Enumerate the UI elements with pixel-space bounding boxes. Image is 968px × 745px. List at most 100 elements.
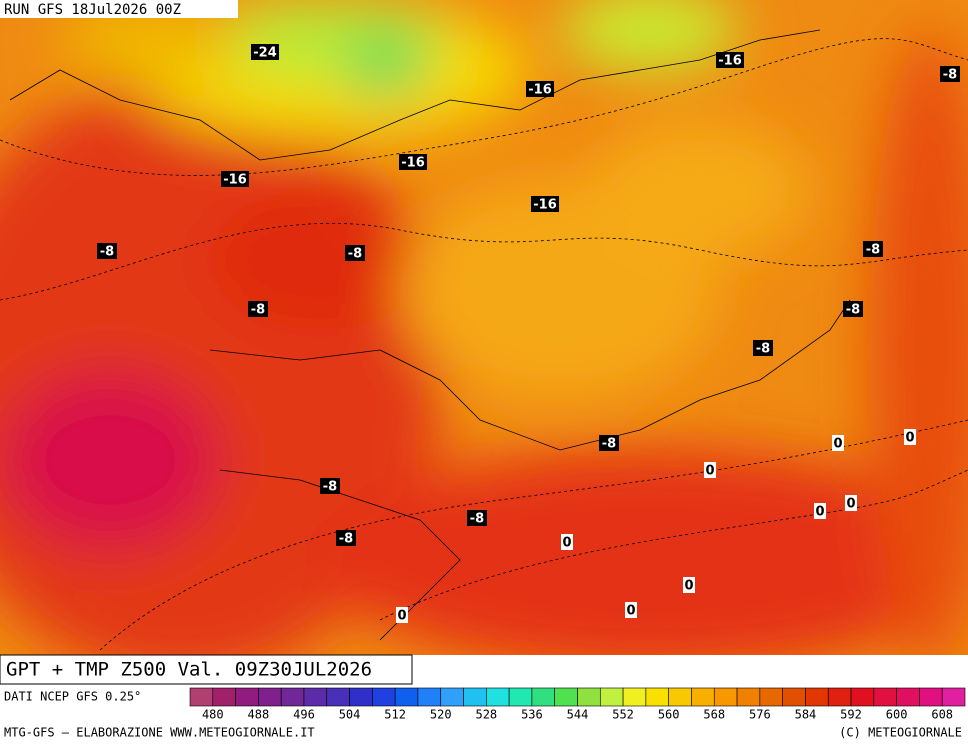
- contour-label-box: [467, 510, 487, 526]
- scale-label: 496: [293, 708, 315, 722]
- scale-label: 552: [612, 708, 634, 722]
- contours: [0, 29, 968, 651]
- scale-swatch: [805, 687, 829, 707]
- header-box: [0, 0, 238, 18]
- scale-swatch: [645, 687, 669, 707]
- contour-label: -8: [866, 243, 880, 258]
- contour-label: -16: [528, 83, 552, 98]
- contour-label: 0: [833, 437, 842, 452]
- scale-swatch: [486, 687, 510, 707]
- contour-label: -16: [718, 54, 742, 69]
- scale-label: 480: [202, 708, 224, 722]
- contour-label-box: [704, 462, 716, 478]
- map: -24 -16 -16 -16 -16 -16 -8 -8 -8 -8 -8 -8 -8 -8 -8 -8 -8…: [0, 0, 968, 655]
- contour-label-box: [248, 301, 268, 317]
- scale-swatch: [896, 687, 920, 707]
- source: DATI NCEP GFS 0.25°: [4, 690, 141, 704]
- scale-swatch: [736, 687, 761, 707]
- contour-label: 0: [846, 497, 855, 512]
- title-box: [0, 654, 413, 685]
- scale-label: 512: [384, 708, 406, 722]
- contour-label: 0: [397, 609, 406, 624]
- contour-label: 0: [684, 579, 693, 594]
- contour-label-box: [599, 435, 619, 451]
- contour-label: -8: [470, 512, 484, 527]
- scale-label: 568: [703, 708, 725, 722]
- scale-swatch: [235, 687, 259, 707]
- scale-swatch: [554, 687, 578, 707]
- contour-label: -8: [943, 68, 957, 83]
- contour-label: -16: [223, 173, 247, 188]
- contour-label-box: [814, 503, 826, 519]
- scale-label: 592: [840, 708, 862, 722]
- scale-swatch: [303, 687, 328, 707]
- footer-left: MTG-GFS — ELABORAZIONE WWW.METEOGIORNALE…: [4, 726, 315, 740]
- scale-swatch: [372, 687, 396, 707]
- contour-label: -8: [100, 245, 114, 260]
- contour-label-box: [399, 154, 427, 170]
- scale-swatch: [417, 687, 442, 707]
- scale-swatch: [440, 687, 464, 707]
- contour-label: -8: [756, 342, 770, 357]
- contour-label: 0: [562, 536, 571, 551]
- contour-label-box: [904, 429, 916, 445]
- scale-swatch: [622, 687, 647, 707]
- scale-swatch: [326, 687, 350, 707]
- contour-label-box: [863, 241, 883, 257]
- scale-swatch: [258, 687, 282, 707]
- contour-label-box: [531, 196, 559, 212]
- scale-label: 600: [886, 708, 908, 722]
- scale-label: 528: [475, 708, 497, 722]
- scale-swatch: [349, 687, 373, 707]
- contour-label: 0: [705, 464, 714, 479]
- scale-label: 584: [795, 708, 817, 722]
- contour-label-box: [97, 243, 117, 259]
- scale-swatch: [577, 687, 601, 707]
- contour-label-box: [396, 607, 408, 623]
- scale-swatch: [759, 687, 783, 707]
- scale-swatch: [827, 687, 852, 707]
- contour-label: -8: [846, 303, 860, 318]
- scale-label: 520: [430, 708, 452, 722]
- scale-swatch: [463, 687, 487, 707]
- footer-right: (C) METEOGIORNALE: [839, 726, 962, 740]
- contour-label-box: [940, 66, 960, 82]
- contour-label-box: [221, 171, 249, 187]
- contour-label-box: [625, 602, 637, 618]
- contour-label: -16: [401, 156, 425, 171]
- scale-swatch: [394, 687, 419, 707]
- color-scale: 480 488 496 504 512 520 528 536 544 552 560 568 576 5…: [189, 687, 966, 722]
- contour-label-box: [345, 245, 365, 261]
- scale-label: 544: [567, 708, 589, 722]
- contour-label: -24: [253, 46, 277, 61]
- scale-swatch: [691, 687, 715, 707]
- contour-label-box: [843, 301, 863, 317]
- contour-label: -8: [602, 437, 616, 452]
- contour-label: -8: [339, 532, 353, 547]
- scale-swatch: [189, 687, 214, 707]
- contour-label: 0: [815, 505, 824, 520]
- map-title: GPT + TMP Z500 Val. 09Z30JUL2026: [6, 659, 372, 681]
- contour-label: 0: [626, 604, 635, 619]
- scale-swatch: [782, 687, 806, 707]
- scale-swatch: [212, 687, 236, 707]
- scale-swatch: [850, 687, 875, 707]
- contour-label-box: [753, 340, 773, 356]
- contour-label: 0: [905, 431, 914, 446]
- contour-label: -8: [348, 247, 362, 262]
- contour-label-box: [336, 530, 356, 546]
- scale-swatch: [713, 687, 738, 707]
- scale-label: 488: [248, 708, 270, 722]
- scale-swatch: [941, 687, 966, 707]
- scale-swatch: [919, 687, 943, 707]
- contour-label-box: [683, 577, 695, 593]
- contour-label-box: [716, 52, 744, 68]
- scale-label: 576: [749, 708, 771, 722]
- contour-label-box: [320, 478, 340, 494]
- scale-swatch: [668, 687, 692, 707]
- contour-label-box: [561, 534, 573, 550]
- contour-label-box: [526, 81, 554, 97]
- scale-swatch: [873, 687, 897, 707]
- scale-swatch: [599, 687, 624, 707]
